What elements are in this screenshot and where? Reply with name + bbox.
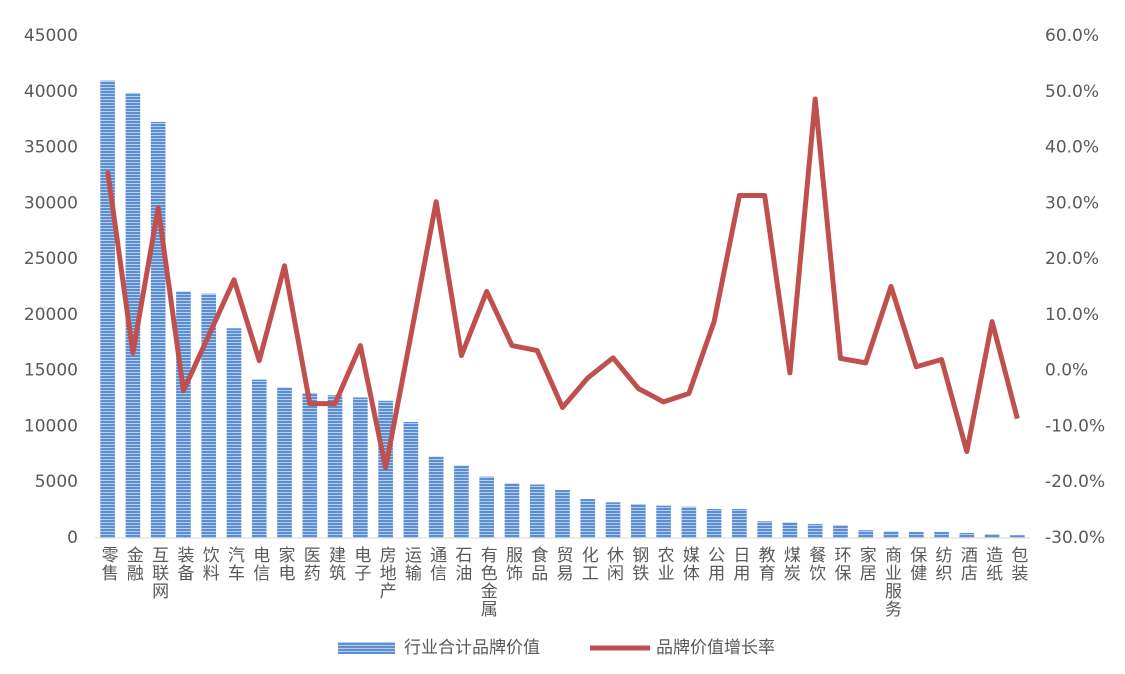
x-tick-label: 包装 <box>1007 546 1028 582</box>
bar <box>580 498 596 538</box>
bar <box>732 508 747 538</box>
y2-tick-label: -20.0% <box>1045 472 1105 492</box>
bar <box>833 525 848 538</box>
legend-swatch <box>338 642 395 654</box>
bar <box>327 395 343 538</box>
legend-label: 行业合计品牌价值 <box>404 638 540 658</box>
bar <box>605 502 621 538</box>
x-tick-label: 商业服务 <box>881 546 902 618</box>
x-tick-label: 环保 <box>830 546 851 582</box>
bar <box>706 508 722 538</box>
y-tick-label: 20000 <box>24 305 78 325</box>
x-tick-label: 零售 <box>98 546 119 582</box>
y2-tick-label: -30.0% <box>1045 528 1105 548</box>
bar <box>934 531 949 538</box>
y2-tick-label: 60.0% <box>1045 26 1099 46</box>
x-tick-label: 家电 <box>275 546 295 582</box>
x-tick-label: 互联网 <box>148 546 169 600</box>
x-tick-label: 石油 <box>451 546 472 582</box>
x-tick-label: 服饰 <box>502 546 523 582</box>
x-tick-label: 教育 <box>755 546 776 582</box>
x-tick-label: 餐饮 <box>805 546 826 582</box>
y2-tick-label: 20.0% <box>1045 249 1099 269</box>
bar <box>1010 535 1025 538</box>
bar <box>529 484 545 538</box>
x-tick-label: 运输 <box>401 546 422 582</box>
bar <box>479 476 495 538</box>
bar <box>782 522 798 538</box>
y2-tick-label: 0.0% <box>1045 361 1088 381</box>
x-tick-label: 食品 <box>527 546 548 582</box>
x-tick-label: 有色金属 <box>477 546 498 618</box>
x-tick-label: 建筑 <box>325 546 346 582</box>
bar <box>353 397 368 538</box>
bar <box>302 392 318 538</box>
legend-label: 品牌价值增长率 <box>656 638 775 658</box>
y-tick-label: 10000 <box>24 416 78 436</box>
x-tick-label: 家居 <box>856 546 877 582</box>
y-tick-label: 45000 <box>24 26 78 46</box>
x-tick-label: 装备 <box>173 546 194 582</box>
bar <box>681 506 697 538</box>
bar <box>176 291 191 538</box>
y-tick-label: 0 <box>67 528 78 548</box>
bar <box>883 531 899 538</box>
bar <box>807 524 823 538</box>
x-tick-label: 公用 <box>704 546 725 582</box>
bar <box>251 379 267 538</box>
y-tick-label: 35000 <box>24 138 78 158</box>
y-tick-label: 40000 <box>24 82 78 102</box>
bar <box>403 421 419 538</box>
x-tick-label: 农业 <box>654 546 675 582</box>
bar <box>226 328 242 538</box>
y2-tick-label: -10.0% <box>1045 416 1105 436</box>
y-tick-label: 25000 <box>24 249 78 269</box>
bar <box>277 387 292 538</box>
y-tick-label: 30000 <box>24 193 78 213</box>
bar <box>959 532 975 538</box>
bar <box>150 121 166 539</box>
x-tick-label: 医药 <box>300 546 321 582</box>
x-tick-label: 房地产 <box>376 546 397 600</box>
bar <box>100 80 115 538</box>
line <box>105 96 1020 471</box>
bar <box>908 531 924 538</box>
x-tick-label: 保健 <box>906 546 927 582</box>
x-tick-label: 造纸 <box>982 546 1003 582</box>
bar <box>125 92 141 538</box>
bar <box>555 490 570 538</box>
y2-tick-label: 40.0% <box>1045 138 1099 158</box>
bar <box>858 530 874 538</box>
y-tick-label: 5000 <box>35 472 78 492</box>
x-tick-label: 饮料 <box>199 546 220 582</box>
x-tick-label: 日用 <box>729 546 750 582</box>
bar <box>504 483 520 538</box>
bar <box>201 293 217 538</box>
x-tick-label: 酒店 <box>957 546 978 582</box>
x-tick-label: 汽车 <box>224 546 245 582</box>
x-tick-label: 电子 <box>350 546 371 582</box>
bar <box>757 521 772 538</box>
x-tick-label: 钢铁 <box>628 546 649 582</box>
x-tick-label: 媒体 <box>679 546 700 582</box>
bar <box>428 456 444 538</box>
x-tick-label: 化工 <box>578 546 599 582</box>
y-tick-label: 15000 <box>24 361 78 381</box>
x-tick-label: 通信 <box>426 546 447 582</box>
bar <box>656 505 671 538</box>
bar <box>630 503 646 538</box>
x-tick-label: 金融 <box>123 546 144 582</box>
x-tick-label: 休闲 <box>603 546 624 582</box>
x-tick-label: 贸易 <box>553 546 574 582</box>
x-tick-label: 纺织 <box>932 546 953 582</box>
y2-tick-label: 10.0% <box>1045 305 1099 325</box>
y2-tick-label: 50.0% <box>1045 82 1099 102</box>
x-tick-label: 煤炭 <box>780 546 801 582</box>
bar <box>984 534 1000 538</box>
bar <box>454 465 469 538</box>
x-tick-label: 电信 <box>249 546 270 582</box>
y2-tick-label: 30.0% <box>1045 193 1099 213</box>
